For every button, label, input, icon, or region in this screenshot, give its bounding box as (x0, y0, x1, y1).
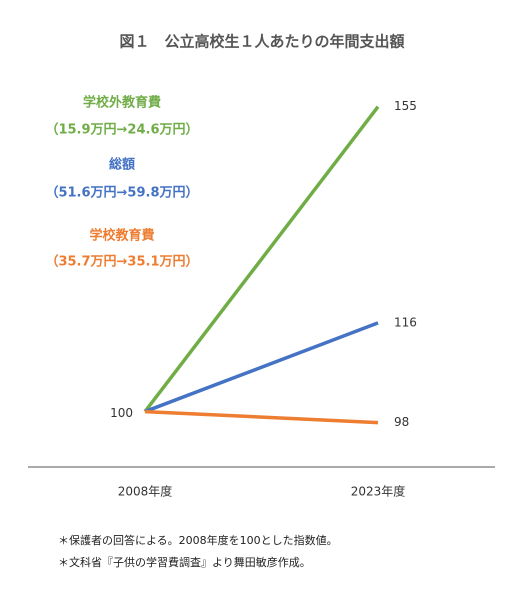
footnote: ＊保護者の回答による。2008年度を100とした指数値。 (58, 533, 338, 547)
x-tick-label: 2023年度 (351, 484, 406, 499)
line (144, 409, 379, 425)
legend-note: （15.9万円→24.6万円） (45, 122, 198, 138)
legend-note: （51.6万円→59.8万円） (45, 185, 198, 201)
legend-note: （35.7万円→35.1万円） (45, 254, 198, 270)
footnote: ＊文科省『子供の学習費調査』より舞田敏彦作成。 (58, 555, 311, 569)
line (144, 321, 379, 414)
line (143, 105, 380, 413)
chart-title: 図１ 公立高校生１人あたりの年間支出額 (119, 33, 404, 51)
x-tick-label: 2008年度 (118, 484, 173, 499)
data-label: 116 (394, 315, 417, 329)
legend-label: 学校外教育費 (83, 95, 161, 111)
legend-label: 総額 (109, 157, 135, 173)
data-label: 155 (394, 99, 417, 113)
legend-label: 学校教育費 (89, 228, 154, 244)
data-label: 98 (394, 415, 409, 429)
data-label: 100 (110, 406, 133, 420)
